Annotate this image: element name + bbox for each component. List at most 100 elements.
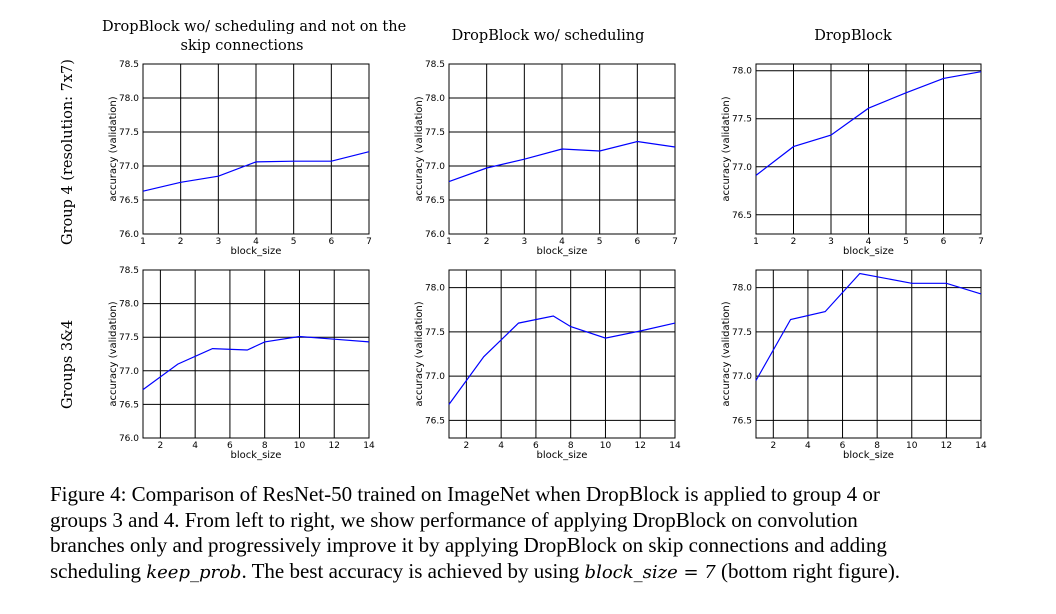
x-tick-label: 12 — [329, 441, 340, 451]
x-tick-label: 12 — [941, 441, 952, 451]
accuracy-line — [142, 151, 370, 192]
x-tick-label: 6 — [328, 237, 334, 247]
caption-math-block-size: block_size = 7 — [584, 561, 716, 583]
y-tick-label: 77.5 — [425, 128, 445, 138]
y-tick-label: 76.0 — [119, 230, 139, 240]
x-axis-label: block_size — [537, 450, 588, 461]
accuracy-line — [448, 140, 676, 183]
x-tick-label: 5 — [903, 237, 909, 247]
y-tick-label: 77.0 — [425, 162, 445, 172]
x-tick-label: 4 — [805, 441, 811, 451]
y-tick-label: 78.0 — [732, 284, 752, 294]
y-tick-label: 77.5 — [425, 328, 445, 338]
x-tick-label: 8 — [874, 441, 880, 451]
column-title-2: DropBlock wo/ scheduling — [418, 27, 678, 46]
column-title-3: DropBlock — [728, 27, 978, 46]
x-tick-label: 3 — [521, 237, 527, 247]
x-tick-label: 4 — [866, 237, 872, 247]
column-title-1: DropBlock wo/ scheduling and not on the … — [102, 18, 406, 56]
x-tick-label: 6 — [227, 441, 233, 451]
y-tick-label: 78.5 — [119, 60, 139, 70]
y-axis-label: accuracy (validation) — [414, 301, 425, 406]
chart-grid: 1 2 3 4 5 6 776.076.577.077.578.078.5block_siz… — [108, 60, 987, 461]
y-tick-label: 77.5 — [119, 333, 139, 343]
x-tick-label: 2 — [791, 237, 797, 247]
y-tick-label: 78.0 — [425, 284, 445, 294]
chart-panel-6: 2 4 6 8 10 12 14 76.5 77.0 77.5 78.0 block_size accu… — [721, 269, 987, 461]
caption-math-keep-prob: keep_prob — [146, 561, 242, 583]
y-tick-label: 77.0 — [732, 372, 752, 382]
x-tick-label: 1 — [140, 237, 146, 247]
x-tick-label: 10 — [600, 441, 612, 451]
column-title-2-line1: DropBlock wo/ scheduling — [451, 28, 645, 44]
x-tick-label: 4 — [253, 237, 259, 247]
accuracy-line — [755, 272, 982, 381]
x-tick-label: 14 — [669, 441, 681, 451]
y-tick-label: 77.0 — [119, 162, 139, 172]
caption-line-2: groups 3 and 4. From left to right, we s… — [50, 507, 858, 532]
caption-line-1: Figure 4: Comparison of ResNet-50 traine… — [50, 482, 880, 506]
y-tick-label: 76.5 — [732, 211, 752, 221]
x-tick-label: 8 — [262, 441, 268, 451]
y-tick-label: 76.5 — [119, 196, 139, 206]
y-tick-label: 78.0 — [425, 94, 445, 104]
x-tick-label: 1 — [753, 237, 759, 247]
x-tick-label: 1 — [446, 237, 452, 247]
caption-text: scheduling — [50, 558, 147, 583]
plot-frame — [448, 269, 676, 439]
x-tick-label: 5 — [291, 237, 297, 247]
y-axis-label: accuracy (validation) — [108, 96, 119, 201]
x-tick-label: 4 — [192, 441, 198, 451]
y-tick-label: 77.0 — [732, 163, 752, 173]
x-tick-label: 3 — [828, 237, 834, 247]
x-tick-label: 6 — [634, 237, 640, 247]
y-tick-label: 77.5 — [119, 128, 139, 138]
accuracy-line — [142, 335, 370, 391]
x-tick-label: 4 — [498, 441, 504, 451]
x-axis-label: block_size — [843, 450, 894, 461]
y-tick-label: 78.5 — [119, 266, 139, 276]
x-axis-label: block_size — [231, 450, 282, 461]
y-tick-label: 77.0 — [425, 372, 445, 382]
chart-panel-2: 1 2 3 4 5 6 7 76.0 76.5 77.0 77.5 78.0 78.5 block_siz… — [414, 60, 678, 257]
x-tick-label: 2 — [484, 237, 490, 247]
y-tick-label: 78.0 — [119, 94, 139, 104]
x-tick-label: 2 — [158, 441, 164, 451]
y-tick-label: 76.5 — [425, 416, 445, 426]
y-axis-label: accuracy (validation) — [721, 301, 732, 406]
plot-frame — [755, 269, 982, 439]
chart-panel-5: 2 4 6 8 10 12 14 76.5 77.0 77.5 78.0 block_size accu… — [414, 269, 681, 461]
x-tick-label: 7 — [672, 237, 678, 247]
x-tick-label: 6 — [533, 441, 539, 451]
x-tick-label: 6 — [840, 441, 846, 451]
caption-text: (bottom right figure). — [715, 558, 901, 583]
caption-line-4: scheduling keep_prob. The best accuracy … — [50, 559, 1010, 586]
x-tick-label: 5 — [597, 237, 603, 247]
y-tick-label: 78.0 — [119, 300, 139, 310]
y-tick-label: 77.0 — [119, 367, 139, 377]
x-tick-label: 12 — [635, 441, 646, 451]
plot-frame — [142, 269, 370, 439]
x-tick-label: 4 — [559, 237, 565, 247]
x-tick-label: 14 — [975, 441, 987, 451]
caption-line-3: branches only and progressively improve … — [50, 533, 887, 557]
y-axis-label: accuracy (validation) — [721, 96, 732, 201]
x-tick-label: 7 — [366, 237, 372, 247]
y-axis-label: accuracy (validation) — [108, 301, 119, 406]
y-tick-label: 77.5 — [732, 328, 752, 338]
x-axis-label: block_size — [537, 246, 588, 257]
x-tick-label: 6 — [941, 237, 947, 247]
x-tick-label: 2 — [770, 441, 776, 451]
y-tick-label: 77.5 — [732, 115, 752, 125]
y-tick-label: 76.5 — [425, 196, 445, 206]
x-tick-label: 3 — [215, 237, 221, 247]
x-axis-label: block_size — [231, 246, 282, 257]
caption-text: . The best accuracy is achieved by using — [241, 558, 585, 583]
y-tick-label: 76.5 — [119, 400, 139, 410]
x-axis-label: block_size — [843, 246, 894, 257]
x-tick-label: 7 — [978, 237, 984, 247]
accuracy-line — [448, 315, 676, 405]
y-tick-label: 78.0 — [732, 67, 752, 77]
y-tick-label: 78.5 — [425, 60, 445, 70]
x-tick-label: 14 — [363, 441, 375, 451]
